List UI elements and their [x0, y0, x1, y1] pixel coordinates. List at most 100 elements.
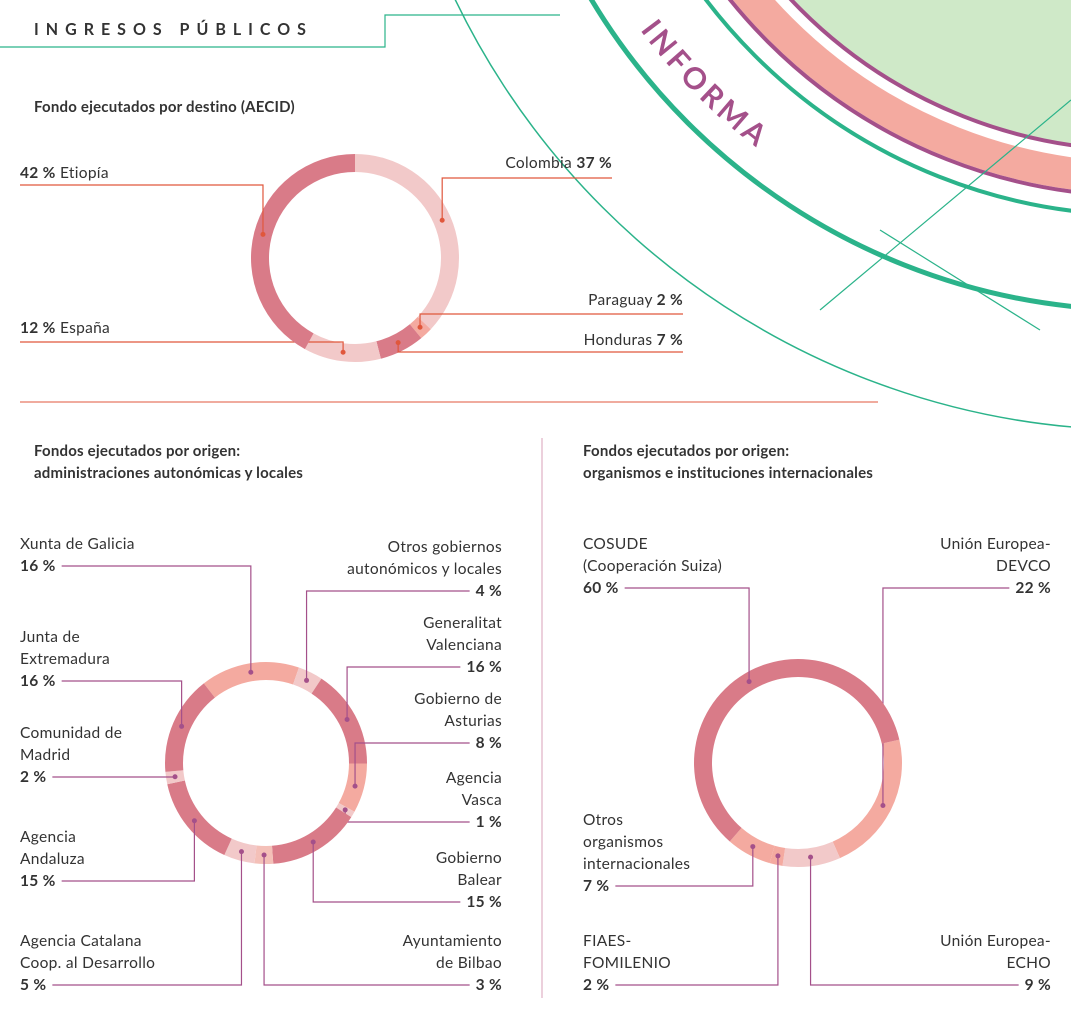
- value-label: 16 %: [20, 557, 56, 575]
- value-label: 16 %: [20, 672, 56, 690]
- leader-line: [61, 680, 183, 727]
- leader-dot: [352, 783, 358, 789]
- category-label: Unión Europea- DEVCO: [940, 535, 1051, 575]
- value-label: 12 %: [20, 319, 56, 337]
- label: 42 % Etiopía: [20, 162, 109, 184]
- value-label: 15 %: [20, 872, 56, 890]
- category-label: Honduras: [583, 331, 653, 349]
- value-label: 22 %: [1015, 579, 1051, 597]
- leader-line: [615, 846, 754, 887]
- label: Ayuntamiento de Bilbao 3 %: [403, 930, 502, 996]
- decor-line: [879, 229, 1041, 331]
- leader-line: [61, 820, 195, 882]
- chart-title: Fondos ejecutados por origen: organismos…: [583, 442, 874, 482]
- label: 12 % España: [20, 317, 110, 339]
- value-label: 7 %: [583, 877, 610, 895]
- leader-line: [312, 841, 461, 903]
- leader-dot: [179, 723, 185, 729]
- leader-dot: [750, 844, 756, 850]
- category-label: España: [59, 319, 111, 337]
- value-label: 2 %: [20, 768, 47, 786]
- decor-line: [819, 99, 1071, 311]
- label: Unión Europea- ECHO 9 %: [940, 930, 1051, 996]
- donut-segment: [694, 659, 900, 842]
- label: FIAES- FOMILENIO 2 %: [583, 930, 671, 996]
- label: Generalitat Valenciana 16 %: [423, 612, 502, 678]
- leader-dot: [439, 217, 445, 223]
- value-label: 2 %: [583, 976, 610, 994]
- donut-segment: [251, 154, 355, 350]
- label: Honduras 7 %: [584, 329, 683, 351]
- label: Xunta de Galicia 16 %: [20, 533, 135, 577]
- value-label: 42 %: [20, 164, 56, 182]
- value-label: 60 %: [583, 579, 619, 597]
- category-label: Ayuntamiento de Bilbao: [402, 932, 502, 972]
- leader-line: [61, 565, 252, 673]
- donut-segment: [782, 841, 840, 868]
- leader-dot: [395, 340, 401, 346]
- chart-title: Fondos ejecutados por origen: administra…: [34, 442, 304, 482]
- label: COSUDE (Cooperación Suiza) 60 %: [583, 533, 722, 599]
- leader-line: [305, 590, 470, 681]
- donut-segment: [355, 154, 460, 330]
- leader-dot: [342, 807, 348, 813]
- value-label: 37 %: [576, 154, 612, 172]
- leader-line: [615, 855, 779, 986]
- leader-line: [809, 857, 1019, 986]
- value-label: 4 %: [475, 582, 502, 600]
- value-label: 7 %: [656, 331, 683, 349]
- value-label: 1 %: [475, 813, 502, 831]
- category-label: Generalitat Valenciana: [423, 614, 502, 654]
- label: Paraguay 2 %: [588, 289, 683, 311]
- leader-line: [263, 854, 470, 986]
- label: Gobierno Balear 15 %: [436, 847, 502, 913]
- leader-dot: [310, 839, 316, 845]
- leader-line: [346, 666, 461, 720]
- category-label: Comunidad de Madrid: [20, 724, 123, 764]
- value-label: 16 %: [466, 658, 502, 676]
- donut-segment: [311, 678, 367, 764]
- label: Otros organismos internacionales 7 %: [583, 809, 690, 897]
- category-label: Unión Europea- ECHO: [940, 932, 1051, 972]
- leader-dot: [746, 679, 752, 685]
- value-label: 9 %: [1024, 976, 1051, 994]
- leader-dot: [808, 854, 814, 860]
- donut-segment: [203, 662, 299, 698]
- donut-segment: [165, 683, 215, 772]
- leader-dot: [172, 774, 178, 780]
- leader-dot: [191, 818, 197, 824]
- leader-line: [20, 184, 264, 235]
- leader-dot: [880, 803, 886, 809]
- leader-line: [419, 313, 683, 328]
- leader-line: [397, 342, 683, 353]
- chart-title: Fondo ejecutados por destino (AECID): [34, 98, 295, 116]
- label: Gobierno de Asturias 8 %: [414, 688, 502, 754]
- category-label: Agencia Catalana Coop. al Desarrollo: [20, 932, 156, 972]
- side-label-path: INFORMA: [634, 12, 773, 155]
- leader-dot: [340, 349, 346, 355]
- leader-line: [624, 587, 750, 682]
- value-label: 8 %: [475, 734, 502, 752]
- leader-line: [354, 742, 470, 787]
- category-label: COSUDE (Cooperación Suiza): [583, 535, 723, 575]
- donut-segment: [338, 763, 367, 812]
- category-label: Etiopía: [59, 164, 109, 182]
- category-label: Otros organismos internacionales: [583, 811, 691, 873]
- category-label: FIAES- FOMILENIO: [583, 932, 671, 972]
- label: Junta de Extremadura 16 %: [20, 626, 110, 692]
- header-frame: [0, 14, 560, 48]
- leader-line: [20, 341, 344, 353]
- leader-line: [52, 851, 243, 986]
- label: Unión Europea- DEVCO 22 %: [940, 533, 1051, 599]
- leader-dot: [775, 853, 781, 859]
- value-label: 3 %: [475, 976, 502, 994]
- leader-dot: [304, 677, 310, 683]
- value-label: 2 %: [656, 291, 683, 309]
- category-label: Otros gobiernos autonómicos y locales: [347, 538, 502, 578]
- category-label: Xunta de Galicia: [20, 535, 135, 553]
- leader-dot: [260, 231, 266, 237]
- leader-line: [882, 587, 1010, 806]
- leader-dot: [261, 852, 267, 858]
